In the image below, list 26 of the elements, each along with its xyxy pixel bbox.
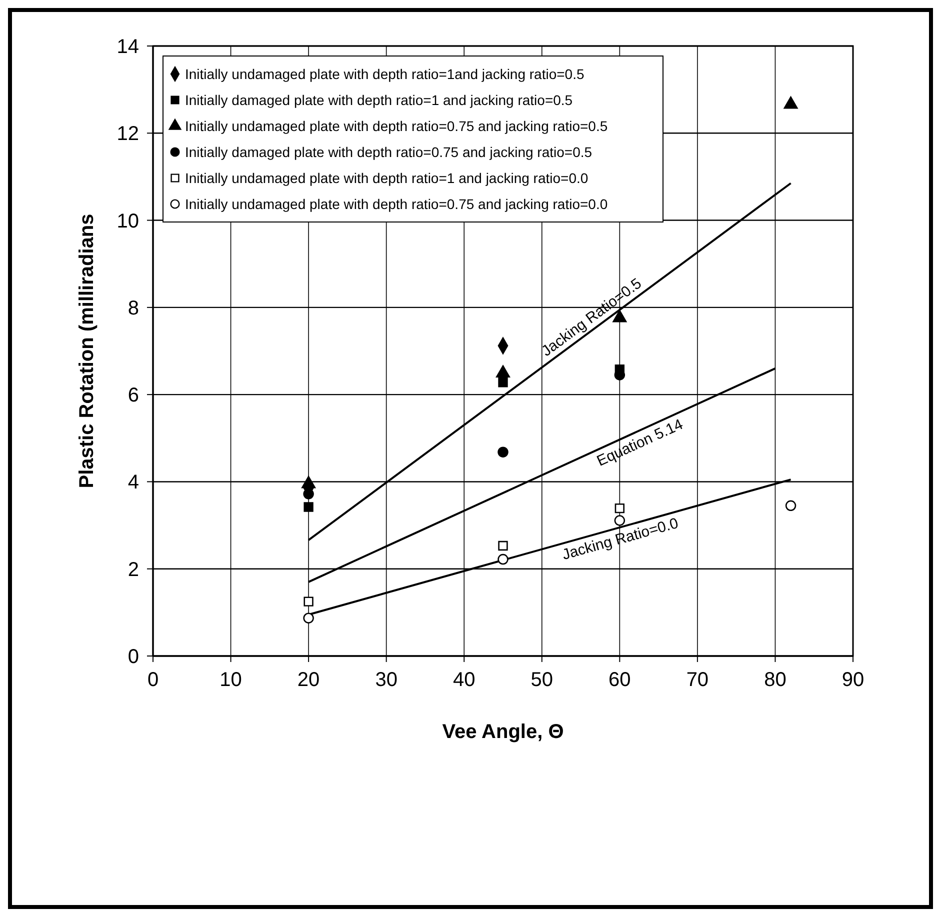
y-tick-label: 2	[128, 558, 139, 581]
x-tick-label: 80	[764, 669, 786, 691]
legend-label: Initially undamaged plate with depth ratio=0.75 and jacking ratio=0.0	[185, 196, 608, 212]
x-tick-label: 10	[220, 669, 242, 691]
x-axis-title: Vee Angle, Θ	[442, 721, 564, 743]
x-tick-label: 20	[297, 669, 320, 691]
y-tick-label: 0	[128, 646, 139, 668]
legend-label: Initially undamaged plate with depth ratio=1 and jacking ratio=0.0	[185, 170, 588, 186]
x-tick-label: 60	[608, 669, 631, 691]
y-tick-label: 10	[116, 210, 139, 232]
y-tick-label: 14	[116, 36, 139, 58]
legend-label: Initially undamaged plate with depth ratio=1and jacking ratio=0.5	[185, 66, 584, 82]
x-tick-label: 90	[842, 669, 864, 691]
y-axis-title: Plastic Rotation (milliradians	[76, 214, 98, 488]
y-tick-label: 8	[128, 297, 139, 320]
x-tick-label: 30	[375, 669, 398, 691]
legend-label: Initially undamaged plate with depth ratio=0.75 and jacking ratio=0.5	[185, 118, 608, 134]
y-tick-label: 12	[116, 123, 139, 146]
y-tick-label: 4	[128, 472, 139, 494]
x-tick-label: 0	[147, 669, 159, 691]
x-tick-label: 70	[686, 669, 709, 691]
x-tick-label: 50	[530, 669, 554, 691]
legend-label: Initially damaged plate with depth ratio=1 and jacking ratio=0.5	[185, 92, 573, 108]
legend-label: Initially damaged plate with depth ratio=0.75 and jacking ratio=0.5	[185, 144, 592, 160]
x-tick-label: 40	[452, 669, 476, 691]
y-tick-label: 6	[128, 384, 139, 407]
